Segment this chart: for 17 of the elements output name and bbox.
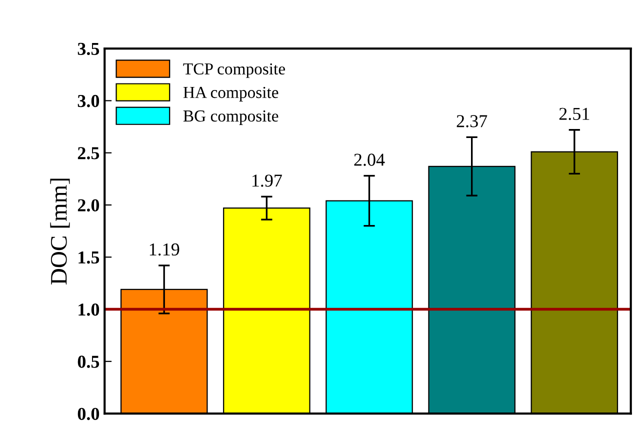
y-tick-label: 2.0 [78,199,100,212]
legend-label: TCP composite [183,63,285,78]
y-tick-label: 3.5 [78,42,100,56]
y-tick-label: 0.5 [78,356,100,368]
y-tick-label: 0.0 [78,408,100,420]
data-label: 2.04 [354,154,385,166]
y-tick-label: 2.5 [78,147,100,160]
data-label: 1.19 [150,243,180,256]
legend-label: BG composite [183,110,278,126]
data-label: 2.51 [559,108,590,120]
data-label: 2.37 [456,115,488,128]
legend-label: HA composite [183,86,278,102]
y-tick-label: 3.0 [78,94,100,108]
y-tick-label: 1.0 [78,304,100,316]
y-axis-title: DOC [mm] [50,178,70,284]
y-tick-label: 1.5 [78,251,100,264]
data-label: 1.97 [252,174,282,187]
